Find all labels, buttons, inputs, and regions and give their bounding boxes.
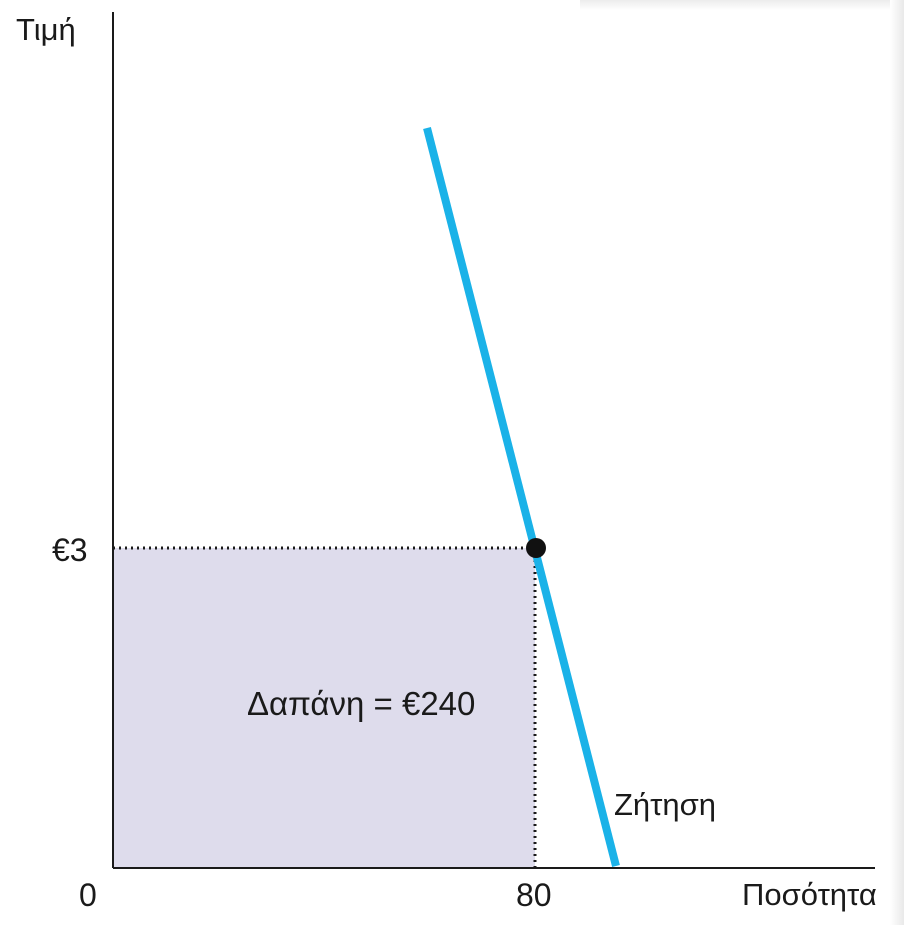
y-axis-label: Τιμή — [16, 12, 76, 47]
demand-curve — [423, 127, 620, 867]
expenditure-label: Δαπάνη = €240 — [247, 685, 475, 722]
origin-tick-label: 0 — [79, 877, 97, 913]
demand-series-label: Ζήτηση — [614, 787, 716, 822]
x-axis-label: Ποσότητα — [742, 877, 877, 912]
equilibrium-point — [526, 538, 546, 558]
page-edge-shadow-top — [580, 0, 904, 10]
quantity-tick-label: 80 — [516, 877, 552, 913]
expenditure-area — [113, 548, 535, 868]
price-tick-label: €3 — [52, 532, 88, 568]
page-edge-shadow-right — [890, 0, 904, 925]
